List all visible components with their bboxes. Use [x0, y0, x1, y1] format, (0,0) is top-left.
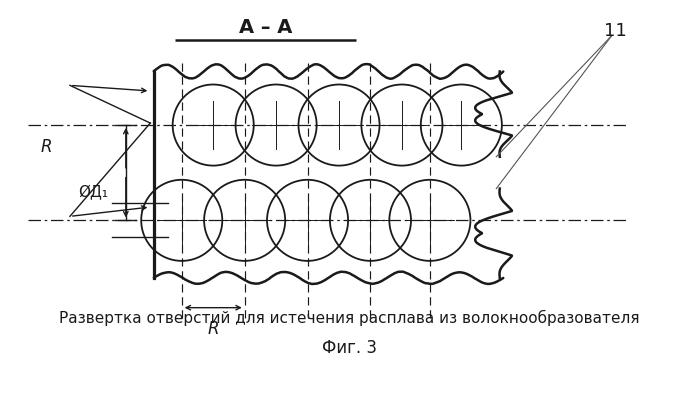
Text: R: R	[41, 138, 52, 156]
Text: А – А: А – А	[239, 18, 292, 37]
Text: Фиг. 3: Фиг. 3	[322, 339, 377, 357]
Text: R: R	[208, 320, 219, 337]
Text: Развертка отверстий для истечения расплава из волокнообразователя: Развертка отверстий для истечения распла…	[59, 310, 640, 326]
Text: 11: 11	[604, 22, 626, 40]
Text: ØД₁: ØД₁	[78, 185, 108, 200]
